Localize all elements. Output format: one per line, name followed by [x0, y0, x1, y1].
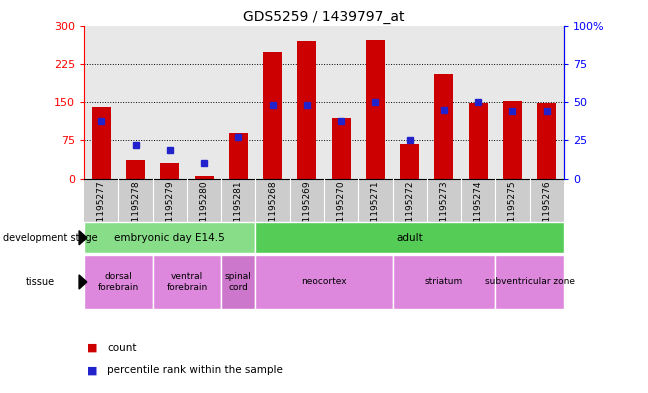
Bar	[537, 103, 556, 179]
Text: spinal
cord: spinal cord	[225, 272, 252, 292]
Text: dorsal
forebrain: dorsal forebrain	[98, 272, 139, 292]
Bar	[469, 103, 487, 179]
Text: count: count	[107, 343, 137, 353]
Bar	[400, 144, 419, 179]
Bar	[229, 133, 248, 179]
Text: ■: ■	[87, 365, 98, 375]
Text: adult: adult	[397, 233, 423, 243]
Bar	[263, 52, 282, 179]
Text: percentile rank within the sample: percentile rank within the sample	[107, 365, 283, 375]
Bar	[126, 160, 145, 179]
Bar	[161, 163, 179, 179]
Text: GDS5259 / 1439797_at: GDS5259 / 1439797_at	[243, 10, 405, 24]
Bar	[332, 118, 351, 179]
Text: neocortex: neocortex	[301, 277, 347, 286]
Text: ■: ■	[87, 343, 98, 353]
Text: embryonic day E14.5: embryonic day E14.5	[115, 233, 226, 243]
Bar	[297, 41, 316, 179]
Text: striatum: striatum	[424, 277, 463, 286]
Bar	[92, 107, 111, 179]
Text: tissue: tissue	[26, 277, 55, 287]
Bar	[503, 101, 522, 179]
Text: development stage: development stage	[3, 233, 98, 243]
Text: subventricular zone: subventricular zone	[485, 277, 575, 286]
Bar	[366, 40, 385, 179]
Text: ventral
forebrain: ventral forebrain	[167, 272, 207, 292]
Bar	[194, 176, 214, 179]
Bar	[434, 74, 454, 179]
